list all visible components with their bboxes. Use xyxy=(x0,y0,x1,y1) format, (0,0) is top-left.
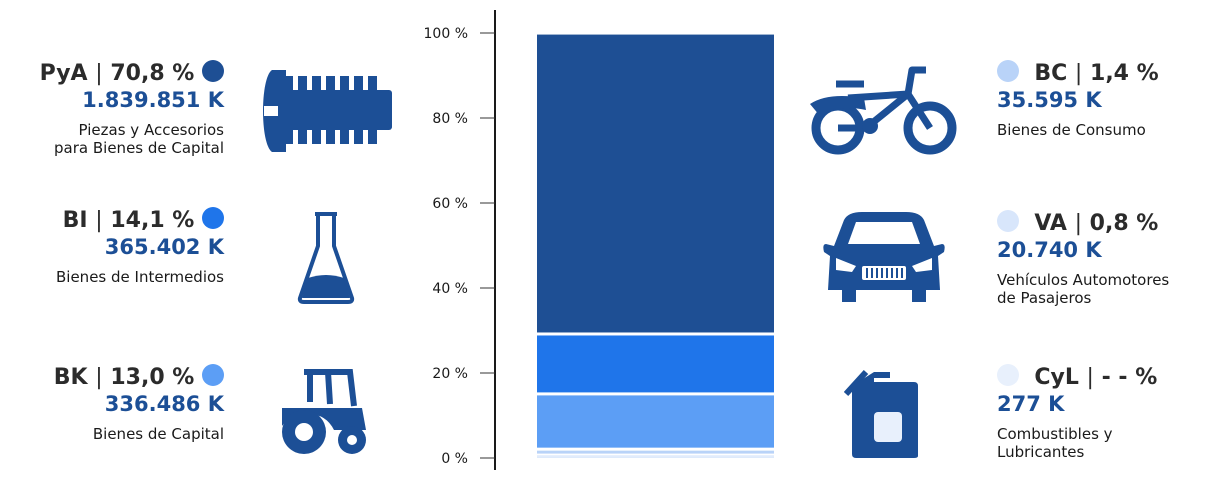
percent: 70,8 % xyxy=(110,61,195,86)
legend-dot xyxy=(997,210,1019,232)
code: PyA xyxy=(39,61,88,86)
bar-segment-bc xyxy=(537,450,774,454)
legend-dot xyxy=(997,60,1019,82)
desc-1: Piezas y Accesorios xyxy=(78,121,224,139)
label-bk: BK | 13,0 % 336.486 K Bienes de Capital xyxy=(53,364,224,443)
legend-dot xyxy=(202,364,224,386)
legend-dot xyxy=(202,60,224,82)
percent: 13,0 % xyxy=(110,365,195,390)
desc-1: Vehículos Automotores xyxy=(997,271,1170,289)
percent: 0,8 % xyxy=(1089,211,1159,236)
code: BC xyxy=(1034,61,1068,86)
bar-segment-va xyxy=(537,456,774,458)
bicycle-icon xyxy=(810,66,957,155)
percent: 14,1 % xyxy=(110,208,195,233)
bar-segment-bk xyxy=(537,395,774,448)
desc-2: Lubricantes xyxy=(997,443,1085,461)
value: 365.402 K xyxy=(104,235,224,259)
label-cyl: CyL | - - % 277 K Combustibles y Lubrica… xyxy=(997,364,1158,461)
code: CyL xyxy=(1034,365,1079,390)
label-pya: PyA | 70,8 % 1.839.851 K Piezas y Acceso… xyxy=(39,60,224,157)
fuel-can-icon xyxy=(844,369,918,458)
legend-dot xyxy=(997,364,1019,386)
desc-1: Bienes de Consumo xyxy=(997,121,1146,139)
bar-segment-bi xyxy=(537,335,774,393)
code: BK xyxy=(53,365,88,390)
y-tick-label: 100 % xyxy=(424,26,468,42)
bar-segment-cyl xyxy=(537,455,774,458)
code: VA xyxy=(1034,211,1067,236)
label-bi: BI | 14,1 % 365.402 K Bienes de Intermed… xyxy=(56,207,224,286)
y-tick-label: 80 % xyxy=(432,111,468,127)
value: 20.740 K xyxy=(997,238,1102,262)
desc-2: para Bienes de Capital xyxy=(54,139,224,157)
bar-segment-pya xyxy=(537,34,774,333)
percent: 1,4 % xyxy=(1090,61,1159,86)
value: 35.595 K xyxy=(997,88,1102,112)
value: 1.839.851 K xyxy=(82,88,224,112)
y-tick-label: 60 % xyxy=(432,196,468,212)
tractor-icon xyxy=(282,369,366,454)
y-tick-label: 40 % xyxy=(432,281,468,297)
stacked-bar-chart: 0 % 20 % 40 % 60 % 80 % 100 % xyxy=(424,10,774,470)
label-bc: BC | 1,4 % 35.595 K Bienes de Consumo xyxy=(997,60,1159,139)
y-tick-label: 20 % xyxy=(432,366,468,382)
desc-2: de Pasajeros xyxy=(997,289,1092,307)
value: 336.486 K xyxy=(104,392,224,416)
desc-1: Combustibles y xyxy=(997,425,1113,443)
car-icon xyxy=(823,212,945,302)
code: BI xyxy=(62,208,88,233)
flask-icon xyxy=(297,212,355,304)
label-va: VA | 0,8 % 20.740 K Vehículos Automotore… xyxy=(997,210,1170,307)
legend-dot xyxy=(202,207,224,229)
percent: - - % xyxy=(1101,365,1158,390)
value: 277 K xyxy=(997,392,1065,416)
desc-1: Bienes de Capital xyxy=(92,425,224,443)
y-tick-label: 0 % xyxy=(441,451,468,467)
bolt-icon xyxy=(263,70,392,152)
desc-1: Bienes de Intermedios xyxy=(56,268,224,286)
